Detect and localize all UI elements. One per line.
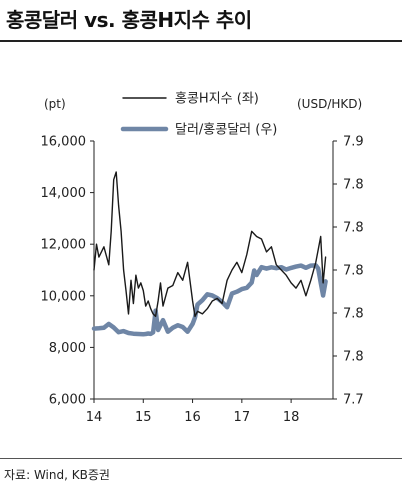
chart-axes [90,140,337,403]
right-tick-label: 7.8 [343,221,364,236]
source-divider [0,458,402,459]
left-tick-label: 6,000 [49,393,86,408]
chart-labels: 16,000 14,000 12,000 10,000 8,000 6,000 7.9 7.8… [41,97,364,425]
legend-label-hscei: 홍콩H지수 (좌) [175,92,259,107]
left-tick-label: 8,000 [49,341,86,356]
title-divider [0,40,402,42]
right-tick-label: 7.8 [343,350,364,365]
right-tick-label: 7.8 [343,178,364,193]
right-tick-label: 7.8 [343,307,364,322]
chart-title: 홍콩달러 vs. 홍콩H지수 추이 [6,8,252,32]
chart-series [91,171,328,337]
x-tick-label: 15 [135,410,152,425]
left-tick-label: 16,000 [41,135,87,150]
x-tick-label: 17 [234,410,251,425]
chart-area: 16,000 14,000 12,000 10,000 8,000 6,000 7.9 7.8… [41,92,364,426]
left-tick-label: 14,000 [41,186,87,201]
chart-legend: 홍콩H지수 (좌) 달러/홍콩달러 (우) [120,92,277,138]
left-tick-label: 10,000 [41,289,87,304]
legend-label-usdhkd: 달러/홍콩달러 (우) [175,123,277,138]
x-tick-label: 18 [283,410,300,425]
right-axis-unit: (USD/HKD) [297,97,362,111]
left-axis-unit: (pt) [44,97,66,111]
right-tick-label: 7.7 [343,393,364,408]
right-tick-label: 7.9 [343,135,364,150]
x-tick-label: 14 [86,410,103,425]
hscei-series-line [93,171,327,318]
usdhkd-series-line [91,263,328,337]
x-tick-label: 16 [184,410,201,425]
left-tick-label: 12,000 [41,238,87,253]
right-tick-label: 7.8 [343,264,364,279]
source-note: 자료: Wind, KB증권 [4,468,110,482]
